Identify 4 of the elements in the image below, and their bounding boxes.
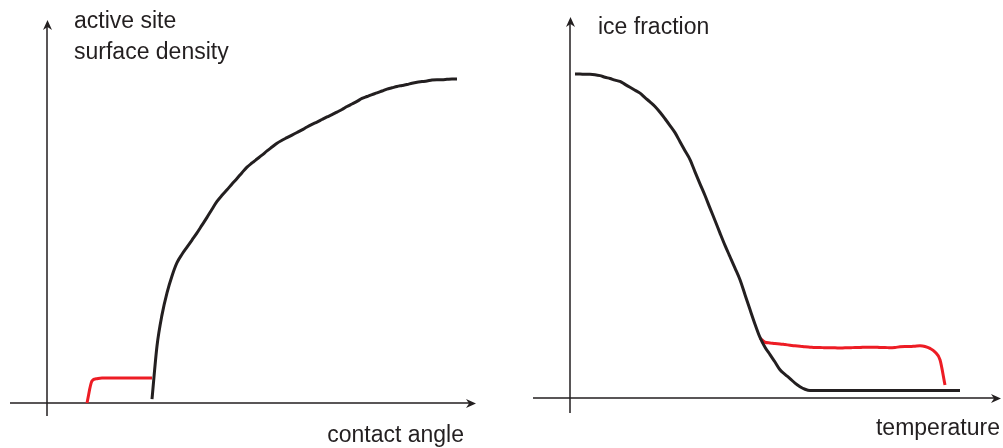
- x-axis-title: contact angle: [327, 421, 464, 447]
- y-axis-title: active site surface density: [74, 6, 230, 66]
- x-axis-title: temperature: [875, 414, 1000, 440]
- y-axis-title: ice fraction: [598, 12, 711, 41]
